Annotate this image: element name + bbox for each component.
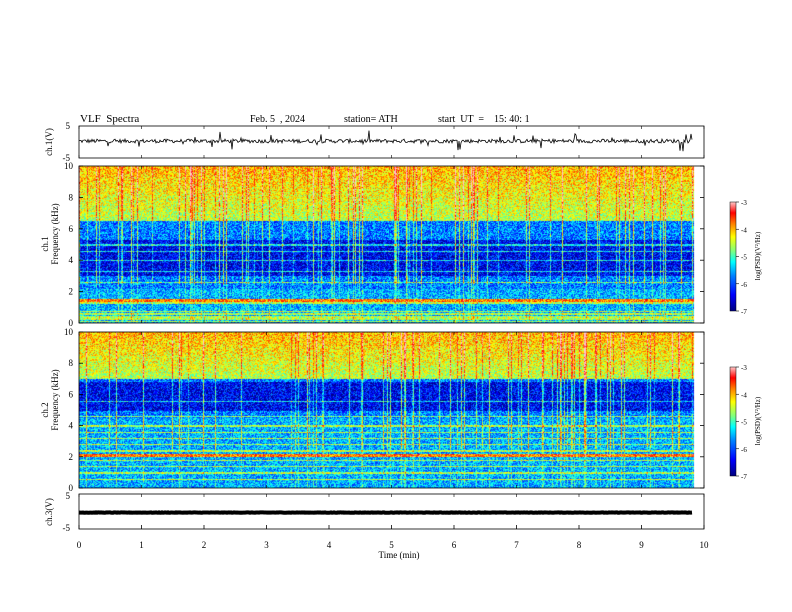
time-tick-label-2: 2	[202, 540, 207, 550]
date-label: Feb. 5 , 2024	[250, 114, 305, 125]
ch1-ytick-label-1: 2	[69, 287, 74, 297]
ch2-cb-tick-label-3: -6	[741, 446, 747, 454]
time-tick-label-9: 9	[639, 540, 644, 550]
ch2-cb-tick-label-1: -4	[741, 391, 747, 399]
ch2-spectrogram-heatmap	[79, 332, 704, 488]
ch2-colorbar-label: log(PSD)(V²/Hz)	[754, 396, 762, 445]
time-tick-label-10: 10	[700, 540, 710, 550]
time-tick-label-3: 3	[264, 540, 269, 550]
ch2-cb-tick-label-4: -7	[741, 473, 747, 481]
ch1-colorbar-gradient	[729, 201, 737, 312]
ch1-cb-tick-label-3: -6	[741, 281, 747, 289]
ch1-cb-tick-label-1: -4	[741, 226, 747, 234]
time-axis: 0 1 2 3 4 5 6 7 8 9 10	[77, 126, 709, 550]
ch2-ytick-label-4: 8	[69, 358, 74, 368]
time-tick-label-5: 5	[389, 540, 394, 550]
time-tick-label-4: 4	[327, 540, 332, 550]
ch2-ytick-label-2: 4	[69, 421, 74, 431]
ch2-colorbar-gradient	[729, 366, 737, 477]
time-tick-label-8: 8	[577, 540, 582, 550]
ch1-cb-tick-label-4: -7	[741, 308, 747, 316]
ch1-ytick-label-0: 0	[69, 318, 74, 328]
time-tick-label-0: 0	[77, 540, 82, 550]
ch2-ytick-label-0: 0	[69, 483, 74, 493]
ch1-ytick-label-3: 6	[69, 224, 74, 234]
time-tick-label-7: 7	[514, 540, 519, 550]
start-time-label: start UT = 15: 40: 1	[438, 114, 530, 125]
ch1-colorbar: -3 -4 -5 -6 -7 log(PSD)(V²/Hz)	[729, 199, 762, 316]
figure-title: VLF Spectra	[80, 113, 140, 125]
ch1-channel-label: ch.1	[40, 236, 50, 251]
ch1-ytick-bottom: -5	[63, 153, 71, 163]
ch3-ytick-top: 5	[66, 491, 71, 501]
ch2-cb-tick-label-0: -3	[741, 364, 747, 372]
ch2-ytick-label-5: 10	[64, 327, 74, 337]
ch1-waveform-ylabel: ch.1(V)	[44, 128, 54, 156]
ch2-cb-tick-label-2: -5	[741, 419, 747, 427]
ch2-ytick-label-1: 2	[69, 452, 74, 462]
ch1-cb-tick-label-0: -3	[741, 199, 747, 207]
ch1-ytick-label-2: 4	[69, 255, 74, 265]
ch1-ytick-label-4: 8	[69, 192, 74, 202]
ch2-channel-label: ch.2	[40, 402, 50, 417]
ch1-frequency-label: Frequency (kHz)	[50, 203, 60, 264]
ch1-colorbar-label: log(PSD)(V²/Hz)	[754, 231, 762, 280]
ch2-ytick-label-3: 6	[69, 389, 74, 399]
ch2-spectrogram-panel: 0 2 4 6 8 10 ch.2 Frequency (kHz)	[40, 327, 705, 493]
ch1-waveform-panel: 5 -5 ch.1(V)	[44, 121, 705, 163]
ch3-waveform-ylabel: ch.3(V)	[44, 498, 54, 526]
ch1-cb-tick-label-2: -5	[741, 254, 747, 262]
ch1-spectrogram-panel: 0 2 4 6 8 10 ch.1 Frequency (kHz)	[40, 161, 705, 328]
ch1-spectrogram-heatmap	[79, 166, 704, 323]
ch3-waveform-panel: 5 -5 ch.3(V)	[44, 491, 705, 533]
ch1-ytick-label-5: 10	[64, 161, 74, 171]
station-label: station= ATH	[344, 114, 398, 125]
ch2-colorbar: -3 -4 -5 -6 -7 log(PSD)(V²/Hz)	[729, 364, 762, 481]
ch2-frequency-label: Frequency (kHz)	[50, 369, 60, 430]
ch3-ytick-bottom: -5	[63, 523, 71, 533]
ch1-ytick-top: 5	[66, 121, 71, 131]
ch1-waveform-line	[78, 130, 693, 152]
time-tick-label-1: 1	[139, 540, 144, 550]
time-tick-label-6: 6	[452, 540, 457, 550]
time-axis-label: Time (min)	[379, 550, 420, 560]
